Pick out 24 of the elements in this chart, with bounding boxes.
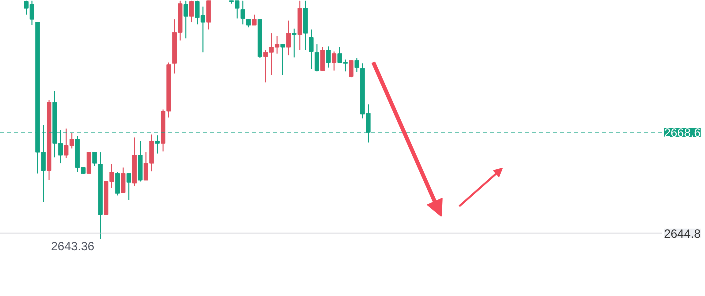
ref-line-label: 2668.6	[664, 126, 702, 140]
candlestick	[314, 44, 320, 72]
candlestick	[190, 0, 194, 24]
candlestick	[115, 172, 120, 196]
ref-line-label: 2644.8	[664, 226, 702, 241]
candlestick	[206, 0, 212, 30]
candlestick	[240, 0, 246, 26]
candlestick	[292, 28, 297, 58]
candlestick	[126, 173, 132, 201]
candlestick	[92, 152, 98, 167]
candlestick	[86, 152, 92, 174]
candlestick	[354, 58, 360, 73]
candlestick	[332, 51, 337, 72]
candlestick	[309, 29, 314, 70]
candlestick	[121, 167, 126, 194]
candlestick	[280, 44, 286, 76]
candlestick	[184, 0, 188, 40]
candlestick	[155, 135, 160, 154]
candlestick	[349, 60, 354, 78]
annotation: 2643.36	[51, 240, 95, 254]
candlestick	[252, 14, 257, 26]
candlestick	[286, 20, 291, 56]
candlestick	[320, 47, 326, 72]
candlestick	[326, 46, 331, 68]
